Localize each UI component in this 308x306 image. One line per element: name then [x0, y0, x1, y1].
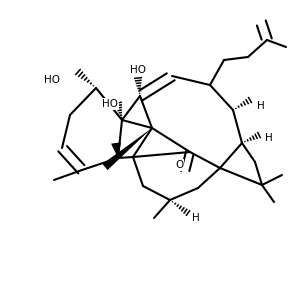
Text: HO: HO [130, 65, 146, 75]
Text: H: H [265, 133, 273, 143]
Text: O: O [175, 160, 183, 170]
Polygon shape [103, 128, 152, 170]
Text: H: H [192, 213, 200, 223]
Text: H: H [257, 101, 265, 111]
Text: HO: HO [44, 75, 60, 85]
Polygon shape [111, 142, 121, 158]
Text: HO: HO [102, 99, 118, 109]
